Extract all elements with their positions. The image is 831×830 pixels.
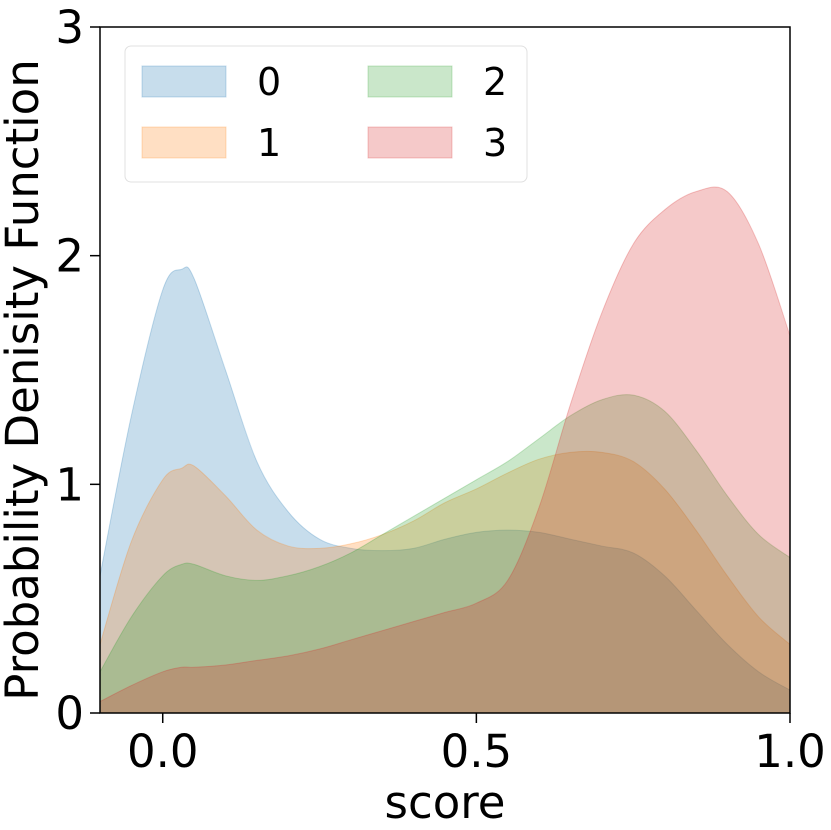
x-axis-label: score xyxy=(385,776,506,829)
legend-label-0: 0 xyxy=(257,60,281,104)
y-tick-label: 2 xyxy=(55,230,84,283)
y-axis-label: Probability Denisity Function xyxy=(0,59,49,700)
legend: 0 1 2 3 xyxy=(124,45,528,183)
y-tick-label: 1 xyxy=(55,458,84,511)
x-tick-label: 0.0 xyxy=(127,725,199,778)
legend-swatch-2 xyxy=(367,65,453,98)
legend-label-1: 1 xyxy=(257,121,281,165)
legend-box xyxy=(124,45,528,183)
density-area-1 xyxy=(99,450,791,714)
legend-label-2: 2 xyxy=(483,60,507,104)
x-axis: 0.0 0.5 1.0 xyxy=(127,713,826,778)
legend-swatch-3 xyxy=(367,126,453,159)
legend-swatch-1 xyxy=(141,126,227,159)
density-area-2 xyxy=(99,394,791,714)
density-areas xyxy=(99,186,791,714)
density-area-0 xyxy=(99,266,791,714)
legend-swatch-0 xyxy=(141,65,227,98)
y-tick-label: 3 xyxy=(55,1,84,54)
plot-frame xyxy=(99,26,791,714)
density-area-3 xyxy=(99,186,791,714)
legend-label-3: 3 xyxy=(483,121,507,165)
x-tick-label: 1.0 xyxy=(754,725,826,778)
y-axis: 0 1 2 3 xyxy=(55,1,100,740)
y-tick-label: 0 xyxy=(55,687,84,740)
x-tick-label: 0.5 xyxy=(441,725,513,778)
